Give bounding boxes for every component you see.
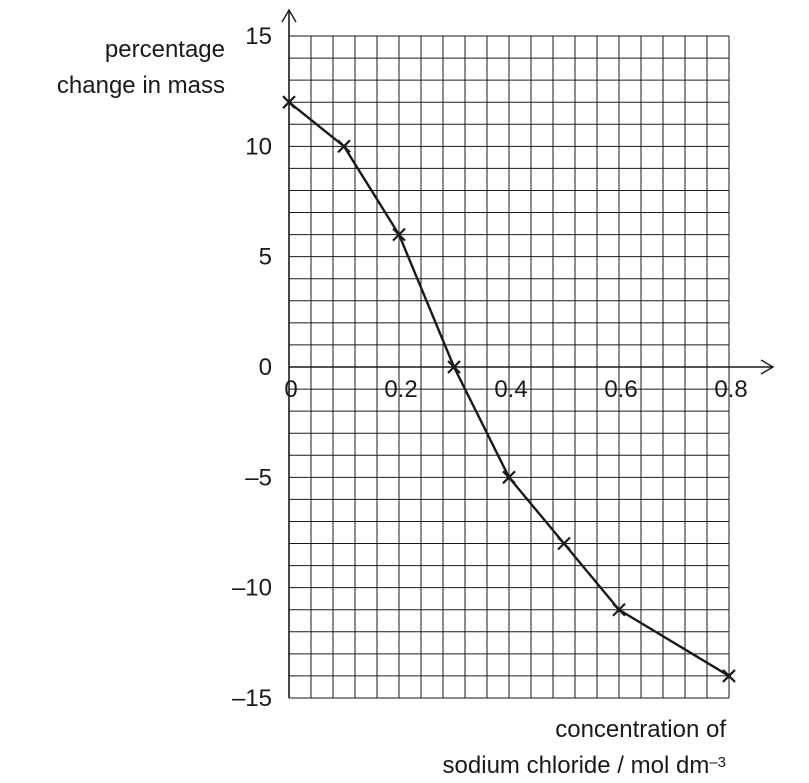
y-axis-label-line-2: change in mass: [56, 72, 225, 99]
x-axis-label-superscript: –3: [709, 754, 726, 771]
y-tick-label: –5: [245, 464, 272, 491]
data-point-marker: [557, 536, 571, 551]
y-tick-label: –15: [232, 685, 272, 712]
y-tick-label: –10: [232, 575, 272, 602]
y-axis-arrow: [281, 8, 297, 23]
y-tick-label: 0: [259, 354, 272, 381]
data-point-marker: [722, 669, 736, 683]
y-tick-label: 5: [259, 244, 272, 271]
y-tick-label: 15: [245, 23, 272, 50]
x-axis-label-line-1: concentration of: [555, 716, 726, 743]
x-tick-label: 0.4: [494, 376, 527, 403]
data-point-marker: [392, 227, 406, 242]
x-tick-label: 0.2: [384, 376, 417, 403]
data-point-marker: [337, 139, 351, 154]
data-point-marker: [502, 470, 516, 485]
y-tick-label: 10: [245, 133, 272, 160]
y-axis-label-line-1: percentage: [104, 36, 225, 63]
x-tick-label: 0.8: [714, 376, 747, 403]
x-tick-label: 0.6: [604, 376, 637, 403]
x-axis-label-text: sodium chloride / mol dm: [442, 752, 710, 779]
data-point-marker: [612, 602, 626, 617]
x-axis-arrow: [760, 359, 775, 375]
x-tick-label: 0: [284, 376, 297, 403]
series-line: [288, 101, 730, 677]
data-point-marker: [282, 95, 296, 109]
x-axis-label-line-2: sodium chloride / mol dm–3: [443, 752, 726, 780]
data-point-marker: [447, 360, 461, 374]
